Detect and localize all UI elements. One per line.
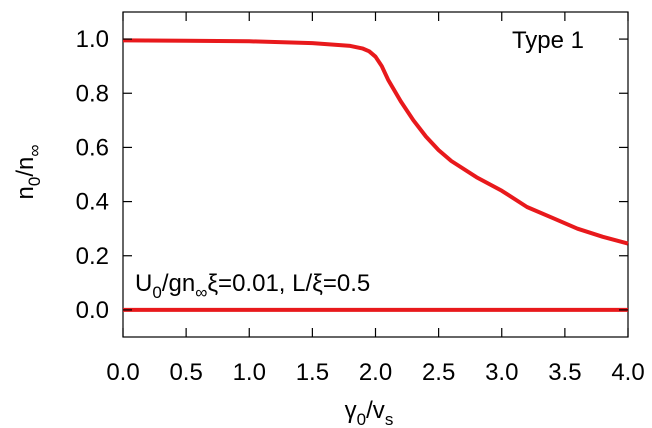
y-tick-label: 0.0: [76, 297, 109, 324]
y-tick-label: 0.6: [76, 134, 109, 161]
series-group: [123, 40, 628, 310]
x-tick-label: 2.0: [359, 359, 392, 386]
y-tick-label: 0.8: [76, 80, 109, 107]
x-tick-label: 3.5: [548, 359, 581, 386]
y-tick-label: 0.4: [76, 189, 109, 216]
parameter-annotation: U0/gn∞ξ=0.01, L/ξ=0.5: [135, 270, 370, 302]
y-axis-label: n0/n∞: [12, 145, 44, 200]
x-tick-label: 0.0: [106, 359, 139, 386]
x-tick-label: 1.5: [296, 359, 329, 386]
x-tick-label: 2.5: [422, 359, 455, 386]
x-tick-label: 0.5: [169, 359, 202, 386]
corner-label: Type 1: [512, 27, 584, 54]
y-tick-label: 1.0: [76, 26, 109, 53]
y-tick-label: 0.2: [76, 243, 109, 270]
labels-group: 0.0 0.5 1.0 1.5 2.0 2.5 3.0 3.5 4.0 0.0 0.2 0.4 0.6 0…: [76, 26, 645, 386]
x-tick-label: 4.0: [611, 359, 644, 386]
x-tick-label: 3.0: [485, 359, 518, 386]
series-line-1: [123, 40, 628, 243]
x-axis-label: γ0/vs: [345, 397, 394, 428]
x-tick-label: 1.0: [233, 359, 266, 386]
